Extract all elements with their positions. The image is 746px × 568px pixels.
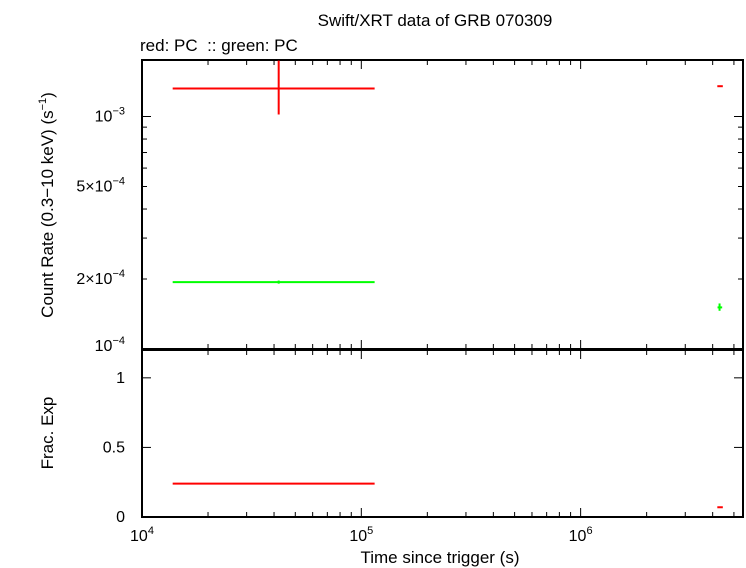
x-tick-label-exp: 5: [367, 525, 373, 537]
x-axis-label: Time since trigger (s): [360, 548, 519, 567]
count-rate-series: [172, 60, 723, 311]
x-tick-label: 106: [569, 525, 593, 545]
frac-exp-y-tick-label: 0.5: [103, 439, 125, 456]
x-tick-label: 104: [130, 525, 154, 545]
count-rate-y-tick-label-base: 10: [95, 271, 113, 288]
x-tick-label-exp: 4: [148, 525, 154, 537]
x-tick-label-base: 10: [130, 528, 148, 545]
x-tick-labels: 104 105 106: [130, 525, 593, 545]
x-tick-label-exp: 6: [586, 525, 592, 537]
count-rate-y-axis-label-main: Count Rate (0.3−10 keV) (s: [38, 110, 57, 317]
count-rate-y-tick-label-exp: −3: [112, 106, 125, 118]
frac-exp-x-ticks: [141, 350, 735, 517]
frac-exp-series: [172, 482, 723, 509]
count-rate-x-ticks: [141, 60, 735, 349]
frac-exp-y-axis-label: Frac. Exp: [38, 397, 57, 470]
count-rate-y-tick-label-exp: −4: [112, 335, 125, 347]
count-rate-y-tick-label-mantissa: 2×: [76, 271, 94, 288]
count-rate-panel: 10−35×10−42×10−410−4 Count Rate (0.3−10 …: [37, 59, 744, 355]
count-rate-y-tick-label: 5×10−4: [76, 175, 125, 195]
frac-exp-panel: 00.51 Frac. Exp: [38, 349, 744, 526]
x-tick-label-base: 10: [349, 528, 367, 545]
count-rate-y-tick-label-exp: −4: [112, 268, 125, 280]
count-rate-y-axis-label-end: ): [38, 92, 57, 98]
frac-exp-y-tick-label: 1: [116, 370, 125, 387]
count-rate-y-ticks: 10−35×10−42×10−410−4: [76, 106, 743, 355]
count-rate-y-tick-label-base: 10: [95, 338, 113, 355]
count-rate-y-tick-label: 10−3: [95, 106, 125, 126]
frac-exp-plot-frame: [141, 349, 744, 518]
count-rate-y-tick-label-base: 10: [95, 109, 113, 126]
count-rate-y-tick-label: 2×10−4: [76, 268, 125, 288]
count-rate-y-tick-label-base: 10: [95, 178, 113, 195]
chart-title: Swift/XRT data of GRB 070309: [318, 11, 553, 30]
count-rate-plot-frame: [141, 59, 744, 350]
frac-exp-y-tick-label: 0: [116, 509, 125, 526]
chart-subtitle: red: PC :: green: PC: [140, 36, 298, 55]
frac-exp-y-ticks: 00.51: [103, 370, 743, 526]
x-tick-label: 105: [349, 525, 373, 545]
count-rate-y-tick-label-mantissa: 5×: [76, 178, 94, 195]
count-rate-y-tick-label: 10−4: [95, 335, 125, 355]
count-rate-y-tick-label-exp: −4: [112, 175, 125, 187]
x-tick-label-base: 10: [569, 528, 587, 545]
count-rate-y-axis-label-sup: −1: [37, 98, 49, 111]
count-rate-y-axis-label: Count Rate (0.3−10 keV) (s−1): [37, 92, 57, 318]
